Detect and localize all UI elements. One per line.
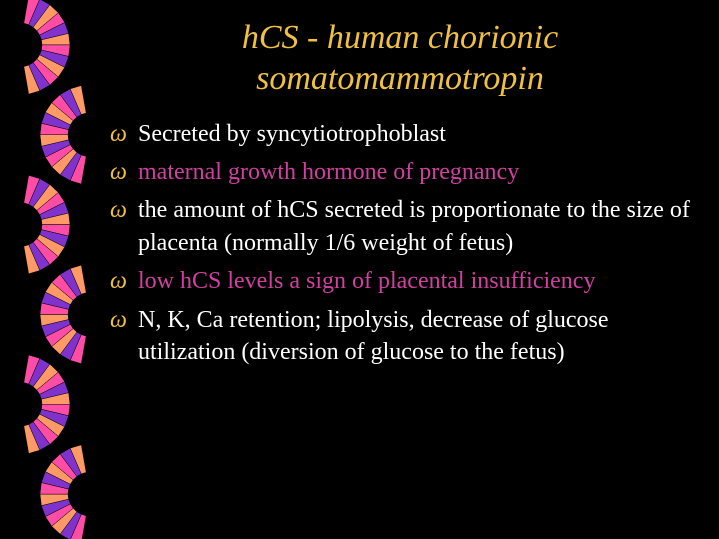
bullet-text: low hCS levels a sign of placental insuf… [138, 268, 595, 294]
bullet-item: ω low hCS levels a sign of placental ins… [110, 265, 700, 297]
bullet-marker-icon: ω [110, 265, 127, 297]
bullet-marker-icon: ω [110, 194, 127, 226]
bullet-marker-icon: ω [110, 118, 127, 150]
title-line-1: hCS - human chorionic [242, 19, 558, 56]
title-line-2: somatomammotropin [256, 60, 544, 97]
bullet-item: ω Secreted by syncytiotrophoblast [110, 118, 700, 150]
bullet-item: ω N, K, Ca retention; lipolysis, decreas… [110, 304, 700, 369]
bullet-text: Secreted by syncytiotrophoblast [138, 121, 446, 147]
slide-title: hCS - human chorionic somatomammotropin [110, 18, 710, 100]
bullet-item: ω the amount of hCS secreted is proporti… [110, 194, 700, 259]
bullet-list: ω Secreted by syncytiotrophoblast ω mate… [110, 118, 700, 369]
bullet-text: N, K, Ca retention; lipolysis, decrease … [138, 307, 609, 365]
bullet-text: maternal growth hormone of pregnancy [138, 159, 519, 185]
bullet-item: ω maternal growth hormone of pregnancy [110, 156, 700, 188]
content-area: hCS - human chorionic somatomammotropin … [110, 0, 710, 374]
bullet-marker-icon: ω [110, 156, 127, 188]
bullet-text: the amount of hCS secreted is proportion… [138, 197, 690, 255]
helix-decoration [0, 0, 110, 539]
bullet-marker-icon: ω [110, 304, 127, 336]
slide: hCS - human chorionic somatomammotropin … [0, 0, 719, 539]
